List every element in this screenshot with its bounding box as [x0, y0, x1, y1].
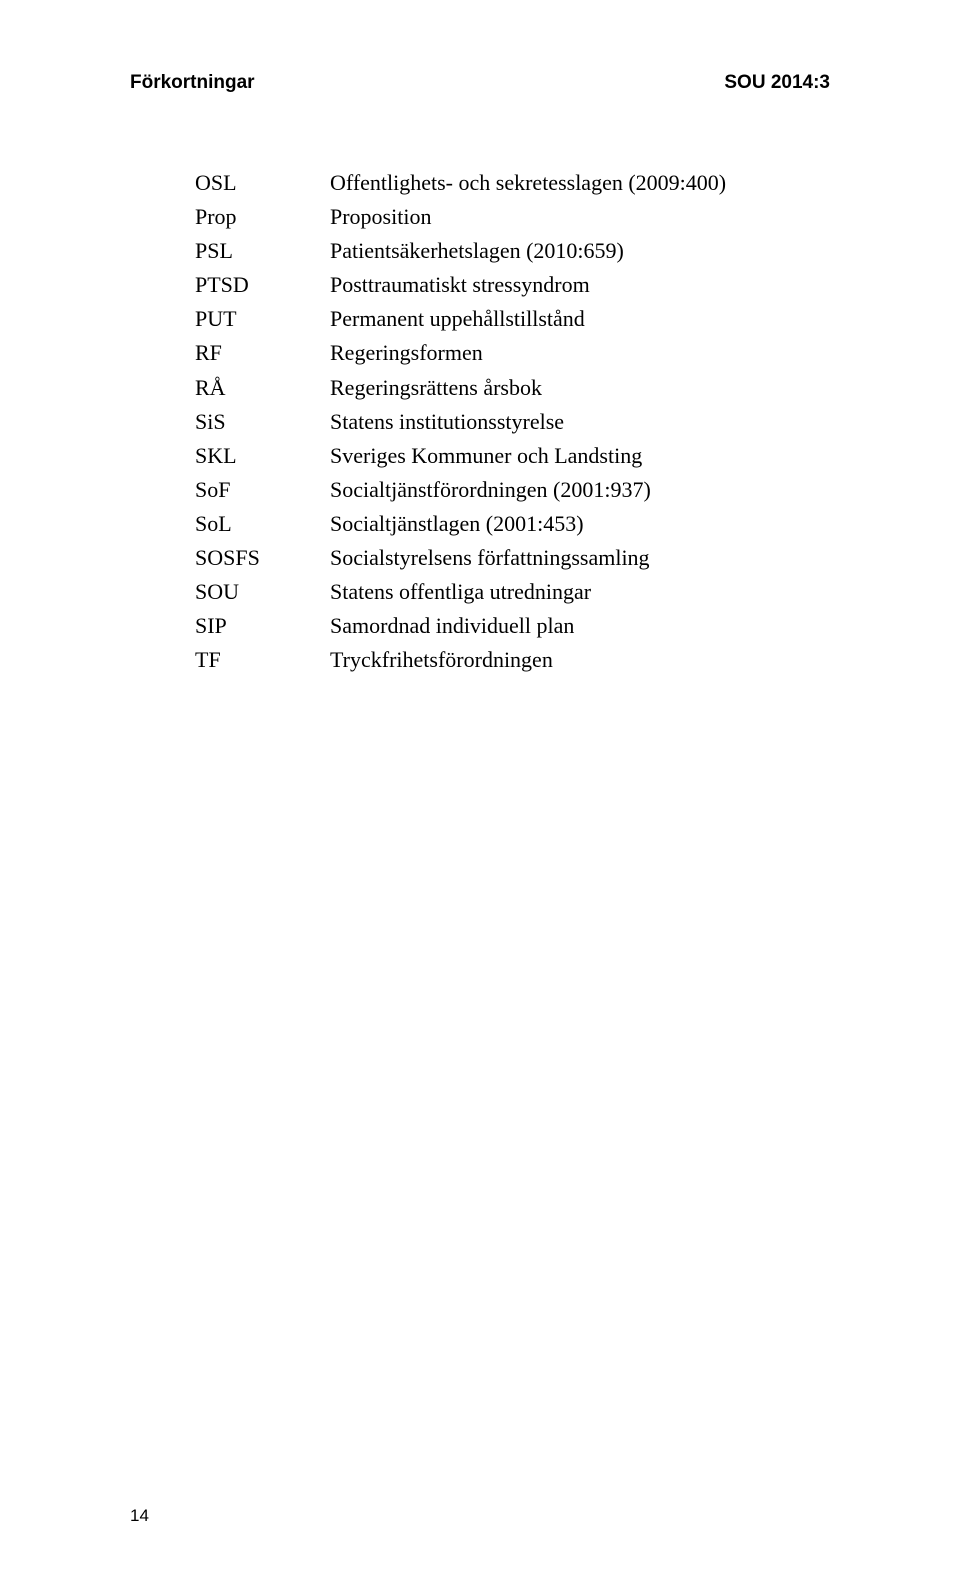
abbr-term: OSL [195, 166, 330, 200]
list-item: RÅ Regeringsrättens årsbok [195, 371, 830, 405]
abbr-term: Prop [195, 200, 330, 234]
list-item: SOSFS Socialstyrelsens författningssamli… [195, 541, 830, 575]
abbr-term: SKL [195, 439, 330, 473]
abbr-definition: Tryckfrihetsförordningen [330, 643, 830, 677]
abbr-term: SoF [195, 473, 330, 507]
list-item: SOU Statens offentliga utredningar [195, 575, 830, 609]
abbr-term: SIP [195, 609, 330, 643]
abbr-term: SoL [195, 507, 330, 541]
abbreviation-list: OSL Offentlighets- och sekretesslagen (2… [130, 166, 830, 677]
abbr-definition: Samordnad individuell plan [330, 609, 830, 643]
abbr-term: SOSFS [195, 541, 330, 575]
abbr-term: SiS [195, 405, 330, 439]
abbr-definition: Proposition [330, 200, 830, 234]
abbr-term: SOU [195, 575, 330, 609]
page-number: 14 [130, 1506, 149, 1526]
list-item: RF Regeringsformen [195, 336, 830, 370]
abbr-definition: Socialstyrelsens författningssamling [330, 541, 830, 575]
abbr-definition: Posttraumatiskt stressyndrom [330, 268, 830, 302]
page: Förkortningar SOU 2014:3 OSL Offentlighe… [0, 0, 960, 1590]
header-left: Förkortningar [130, 72, 255, 94]
list-item: Prop Proposition [195, 200, 830, 234]
abbr-definition: Statens offentliga utredningar [330, 575, 830, 609]
list-item: SIP Samordnad individuell plan [195, 609, 830, 643]
list-item: SKL Sveriges Kommuner och Landsting [195, 439, 830, 473]
list-item: SoL Socialtjänstlagen (2001:453) [195, 507, 830, 541]
abbr-term: RF [195, 336, 330, 370]
abbr-definition: Regeringsrättens årsbok [330, 371, 830, 405]
abbr-definition: Socialtjänstlagen (2001:453) [330, 507, 830, 541]
header-right: SOU 2014:3 [724, 72, 830, 94]
list-item: SoF Socialtjänstförordningen (2001:937) [195, 473, 830, 507]
list-item: PTSD Posttraumatiskt stressyndrom [195, 268, 830, 302]
abbr-definition: Regeringsformen [330, 336, 830, 370]
abbr-definition: Offentlighets- och sekretesslagen (2009:… [330, 166, 830, 200]
list-item: PSL Patientsäkerhetslagen (2010:659) [195, 234, 830, 268]
abbr-definition: Socialtjänstförordningen (2001:937) [330, 473, 830, 507]
running-header: Förkortningar SOU 2014:3 [130, 72, 830, 94]
abbr-term: PTSD [195, 268, 330, 302]
abbr-definition: Sveriges Kommuner och Landsting [330, 439, 830, 473]
abbr-definition: Patientsäkerhetslagen (2010:659) [330, 234, 830, 268]
abbr-term: RÅ [195, 371, 330, 405]
abbr-term: TF [195, 643, 330, 677]
list-item: SiS Statens institutionsstyrelse [195, 405, 830, 439]
list-item: PUT Permanent uppehållstillstånd [195, 302, 830, 336]
list-item: OSL Offentlighets- och sekretesslagen (2… [195, 166, 830, 200]
abbr-definition: Permanent uppehållstillstånd [330, 302, 830, 336]
abbr-definition: Statens institutionsstyrelse [330, 405, 830, 439]
abbr-term: PSL [195, 234, 330, 268]
abbr-term: PUT [195, 302, 330, 336]
list-item: TF Tryckfrihetsförordningen [195, 643, 830, 677]
